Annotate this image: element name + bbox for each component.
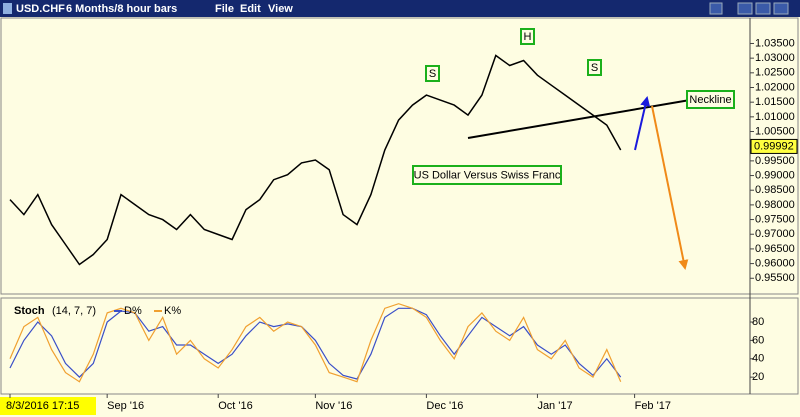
y-tick-label: 1.03000 — [755, 52, 795, 64]
price-panel — [0, 17, 799, 295]
annotation-head: H — [524, 31, 532, 43]
last-price-box — [750, 138, 798, 154]
annotation-neckline: Neckline — [689, 94, 731, 106]
last-price-label: 0.99992 — [754, 140, 794, 152]
x-tick-label: Dec '16 — [426, 400, 463, 412]
annotation-box — [686, 90, 735, 109]
annotation-caption: US Dollar Versus Swiss Franc — [414, 169, 561, 181]
menu-file[interactable]: File — [215, 3, 234, 15]
annotation-box — [520, 28, 535, 45]
y-tick-label: 20 — [752, 371, 764, 383]
annotation-left-shoulder: S — [429, 68, 436, 80]
y-tick-label: 1.02000 — [755, 81, 795, 93]
x-tick-label: Oct '16 — [218, 400, 253, 412]
y-tick-label: 80 — [752, 316, 764, 328]
stoch-params: (14, 7, 7) — [52, 305, 96, 317]
menu-view[interactable]: View — [268, 3, 293, 15]
y-tick-label: 0.97500 — [755, 213, 795, 225]
y-tick-label: 0.98000 — [755, 199, 795, 211]
x-tick-label: 8/3/2016 17:15 — [6, 400, 79, 412]
series-line — [9, 54, 622, 266]
y-tick-label: 1.01500 — [755, 96, 795, 108]
legend-label: K% — [164, 305, 181, 317]
button-settings[interactable] — [709, 2, 723, 15]
x-tick-label: Nov '16 — [315, 400, 352, 412]
annotation-box — [587, 59, 602, 76]
button-maximize[interactable] — [755, 2, 771, 15]
timeframe[interactable]: 6 Months/8 hour bars — [66, 3, 177, 15]
button-close[interactable] — [773, 2, 789, 15]
title-bar — [0, 0, 800, 17]
series-line — [9, 307, 622, 380]
y-tick-label: 0.95500 — [755, 272, 795, 284]
symbol[interactable]: USD.CHF — [16, 3, 65, 15]
y-tick-label: 0.98500 — [755, 184, 795, 196]
legend-label: D% — [124, 305, 142, 317]
y-tick-label: 60 — [752, 334, 764, 346]
y-tick-label: 40 — [752, 353, 764, 365]
y-tick-label: 1.00500 — [755, 125, 795, 137]
series-line — [9, 303, 622, 383]
x-tick-label: Sep '16 — [107, 400, 144, 412]
annotation-box — [412, 165, 562, 185]
stoch-panel — [0, 297, 799, 395]
y-tick-label: 0.96500 — [755, 243, 795, 255]
x-tick-label: Jan '17 — [537, 400, 572, 412]
y-tick-label: 0.96000 — [755, 257, 795, 269]
y-tick-label: 0.97000 — [755, 228, 795, 240]
app-icon — [3, 3, 12, 14]
y-tick-label: 1.02500 — [755, 67, 795, 79]
y-tick-label: 0.99000 — [755, 169, 795, 181]
y-tick-label: 1.01000 — [755, 111, 795, 123]
stoch-title: Stoch — [14, 305, 45, 317]
menu-edit[interactable]: Edit — [240, 3, 261, 15]
arrow-down — [651, 105, 689, 270]
arrow-up — [634, 96, 651, 151]
button-minimize[interactable] — [737, 2, 753, 15]
y-tick-label: 0.99500 — [755, 155, 795, 167]
annotation-right-shoulder: S — [591, 62, 598, 74]
annotation-box — [425, 65, 440, 82]
y-tick-label: 1.03500 — [755, 37, 795, 49]
start-date-box — [0, 397, 96, 415]
x-tick-label: Feb '17 — [635, 400, 671, 412]
